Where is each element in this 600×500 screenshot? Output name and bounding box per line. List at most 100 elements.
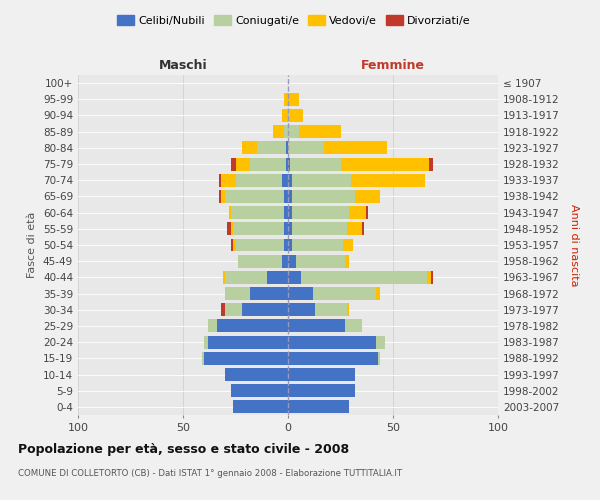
Bar (292, 190, 355, 203)
Bar (427, 271, 431, 284)
Bar (347, 222, 361, 235)
Bar (288, 174, 292, 186)
Y-axis label: Fasce di età: Fasce di età (28, 212, 37, 278)
Bar (286, 158, 288, 170)
Bar (225, 287, 250, 300)
Bar (288, 368, 355, 381)
Bar (233, 238, 235, 252)
Bar (235, 174, 282, 186)
Bar (242, 142, 257, 154)
Bar (221, 190, 225, 203)
Bar (429, 158, 433, 170)
Bar (235, 238, 284, 252)
Text: Popolazione per età, sesso e stato civile - 2008: Popolazione per età, sesso e stato civil… (18, 442, 349, 456)
Bar (431, 271, 433, 284)
Bar (341, 158, 429, 170)
Text: Femmine: Femmine (361, 59, 425, 72)
Bar (232, 206, 284, 219)
Bar (274, 125, 284, 138)
Bar (225, 368, 288, 381)
Bar (361, 222, 364, 235)
Bar (221, 174, 235, 186)
Bar (292, 222, 347, 235)
Bar (218, 174, 221, 186)
Bar (227, 222, 232, 235)
Legend: Celibi/Nubili, Coniugati/e, Vedovi/e, Divorziati/e: Celibi/Nubili, Coniugati/e, Vedovi/e, Di… (113, 10, 475, 30)
Bar (355, 190, 380, 203)
Bar (288, 238, 292, 252)
Bar (351, 174, 425, 186)
Bar (229, 206, 232, 219)
Bar (288, 158, 290, 170)
Bar (232, 222, 233, 235)
Bar (292, 206, 349, 219)
Bar (284, 93, 288, 106)
Bar (288, 222, 292, 235)
Bar (284, 222, 288, 235)
Y-axis label: Anni di nascita: Anni di nascita (569, 204, 579, 286)
Bar (202, 352, 204, 365)
Bar (284, 125, 288, 138)
Bar (290, 158, 341, 170)
Bar (250, 287, 288, 300)
Bar (238, 254, 282, 268)
Bar (288, 142, 324, 154)
Bar (288, 287, 313, 300)
Bar (376, 287, 380, 300)
Bar (204, 352, 288, 365)
Bar (284, 190, 288, 203)
Bar (204, 336, 208, 348)
Bar (218, 190, 221, 203)
Bar (221, 304, 225, 316)
Bar (288, 320, 345, 332)
Bar (316, 304, 347, 316)
Bar (257, 142, 286, 154)
Bar (282, 109, 288, 122)
Bar (288, 93, 299, 106)
Bar (235, 158, 250, 170)
Bar (288, 352, 379, 365)
Text: COMUNE DI COLLETORTO (CB) - Dati ISTAT 1° gennaio 2008 - Elaborazione TUTTITALIA: COMUNE DI COLLETORTO (CB) - Dati ISTAT 1… (18, 469, 402, 478)
Bar (288, 254, 296, 268)
Bar (296, 254, 344, 268)
Bar (232, 384, 288, 397)
Bar (292, 238, 343, 252)
Text: Maschi: Maschi (158, 59, 208, 72)
Bar (233, 222, 284, 235)
Bar (284, 206, 288, 219)
Bar (345, 254, 349, 268)
Bar (288, 271, 301, 284)
Bar (288, 304, 316, 316)
Bar (347, 304, 349, 316)
Bar (288, 109, 290, 122)
Bar (288, 336, 376, 348)
Bar (299, 125, 341, 138)
Bar (288, 206, 292, 219)
Bar (286, 142, 288, 154)
Bar (288, 400, 349, 413)
Bar (292, 174, 351, 186)
Bar (225, 190, 284, 203)
Bar (343, 238, 353, 252)
Bar (349, 206, 366, 219)
Bar (208, 320, 217, 332)
Bar (376, 336, 385, 348)
Bar (232, 158, 235, 170)
Bar (301, 271, 427, 284)
Bar (225, 271, 267, 284)
Bar (223, 271, 225, 284)
Bar (282, 254, 288, 268)
Bar (233, 400, 288, 413)
Bar (379, 352, 380, 365)
Bar (284, 238, 288, 252)
Bar (250, 158, 286, 170)
Bar (288, 190, 292, 203)
Bar (242, 304, 288, 316)
Bar (313, 287, 376, 300)
Bar (225, 304, 242, 316)
Bar (366, 206, 368, 219)
Bar (217, 320, 288, 332)
Bar (232, 238, 233, 252)
Bar (282, 174, 288, 186)
Bar (288, 384, 355, 397)
